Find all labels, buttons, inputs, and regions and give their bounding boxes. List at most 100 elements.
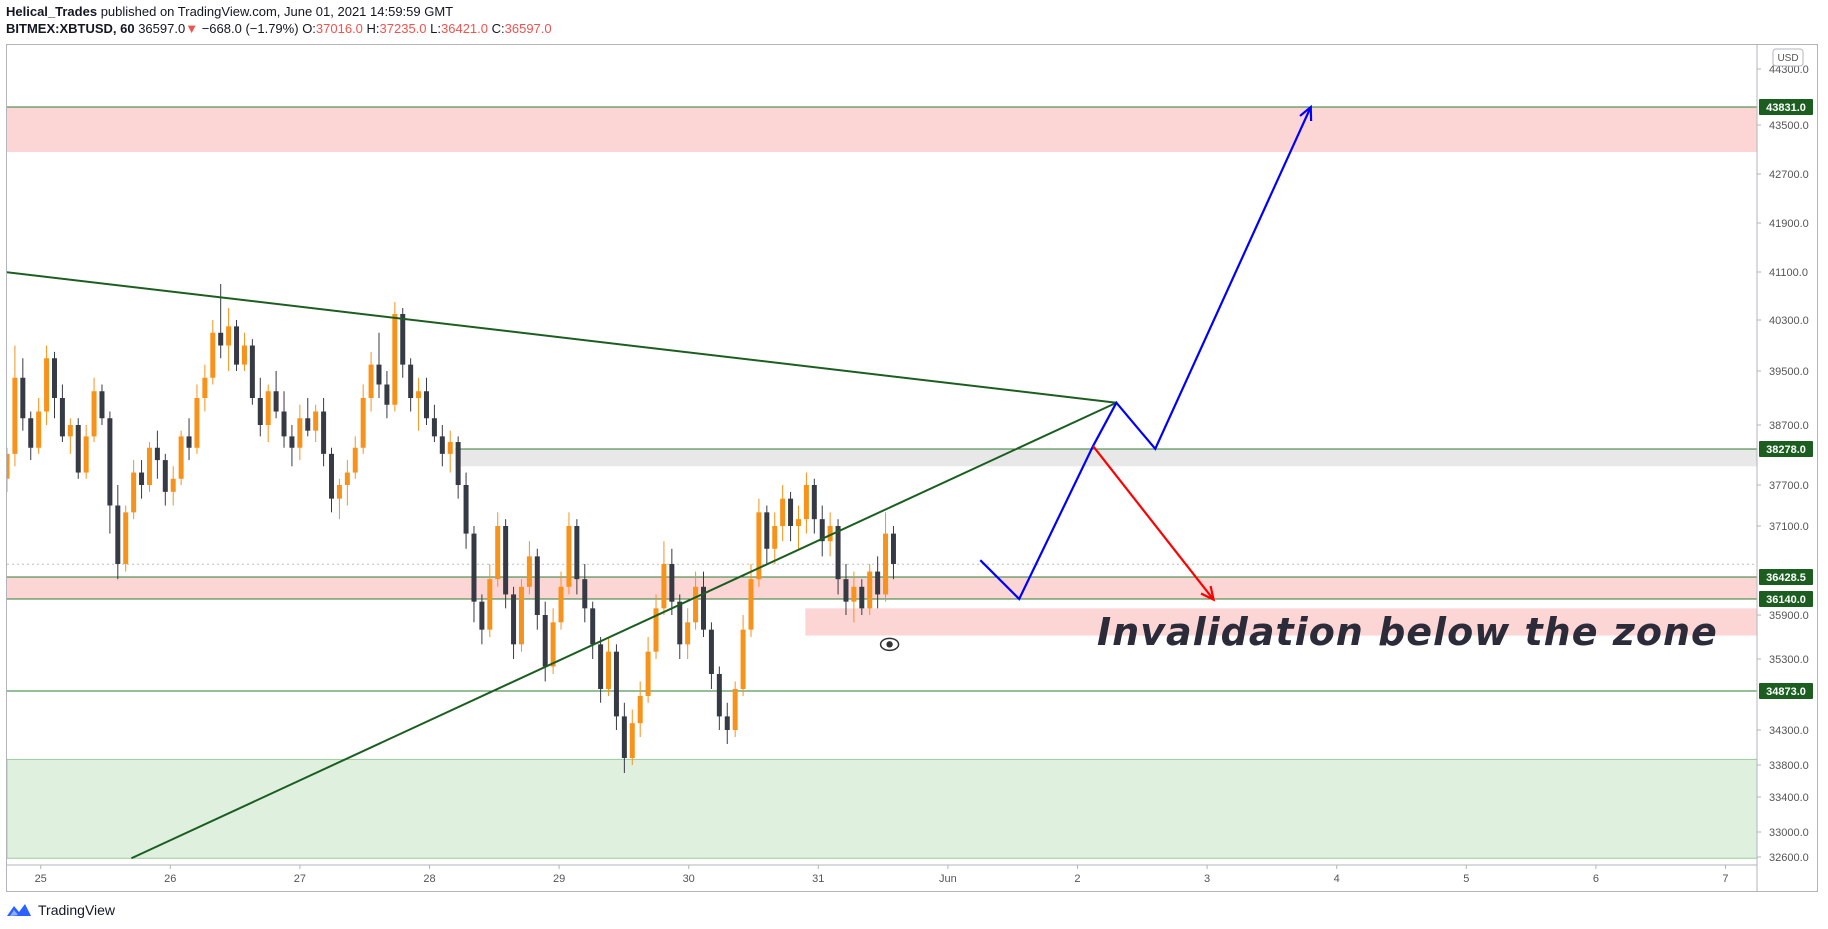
- y-tick-label: 35300.0: [1769, 654, 1809, 666]
- candle-body: [376, 364, 382, 385]
- y-tick-label: 33800.0: [1769, 760, 1809, 772]
- zone-resistance-1: [7, 577, 1757, 599]
- candle-body: [669, 563, 675, 602]
- candle-body: [75, 425, 81, 473]
- price-level-badge: [1759, 569, 1813, 585]
- candle-body: [518, 586, 524, 645]
- candle-body: [827, 526, 833, 542]
- candle-body: [194, 398, 200, 448]
- projection-down: [1092, 445, 1215, 601]
- candle-body: [218, 332, 224, 346]
- x-tick-label: 7: [1722, 873, 1728, 885]
- candle-body: [574, 526, 580, 580]
- candle-body: [740, 629, 746, 689]
- candle-body: [511, 594, 517, 645]
- candle-body: [495, 526, 501, 580]
- candle-body: [890, 533, 896, 564]
- candle-body: [693, 586, 699, 623]
- candle-body: [273, 391, 279, 412]
- candle-body: [131, 472, 137, 513]
- y-tick-label: 43500.0: [1769, 120, 1809, 132]
- candle-body: [819, 519, 825, 542]
- x-tick-label: 30: [683, 873, 695, 885]
- currency-badge: [1772, 48, 1804, 67]
- candle-body: [51, 358, 57, 398]
- candle-body: [423, 391, 429, 419]
- open-value: 37016.0: [315, 21, 363, 36]
- candle-body: [281, 411, 287, 437]
- footer-brand[interactable]: TradingView: [6, 902, 115, 918]
- change-down-icon: ▼: [185, 21, 199, 36]
- low-value: 36421.0: [441, 21, 489, 36]
- y-tick-label: 44300.0: [1769, 64, 1809, 76]
- candle-body: [621, 716, 627, 758]
- y-tick-label: 34300.0: [1769, 725, 1809, 737]
- candle-body: [582, 579, 588, 609]
- candle-body: [835, 526, 841, 580]
- price-level-label: 34873.0: [1766, 686, 1806, 698]
- candle-body: [289, 436, 295, 448]
- candle-body: [392, 314, 398, 405]
- candle-body: [843, 579, 849, 602]
- publish-line: Helical_Trades published on TradingView.…: [6, 4, 453, 19]
- plot-area: Invalidation below the zone: [7, 104, 1757, 860]
- candle-body: [139, 472, 145, 485]
- candle-body: [186, 436, 192, 448]
- x-tick-label: 6: [1593, 873, 1599, 885]
- candle-body: [162, 460, 168, 492]
- candle-body: [487, 579, 493, 630]
- candle-body: [431, 418, 437, 437]
- x-tick-label: 26: [164, 873, 176, 885]
- candle-body: [788, 498, 794, 526]
- currency-label: USD: [1777, 53, 1798, 64]
- candle-body: [360, 398, 366, 448]
- candle-body: [598, 644, 604, 689]
- price-level-label: 38278.0: [1766, 444, 1806, 456]
- candle-body: [455, 442, 461, 485]
- candle-body: [368, 364, 374, 398]
- candle-body: [606, 651, 612, 689]
- low-label: L:: [430, 21, 442, 36]
- price-chart[interactable]: Invalidation below the zone 44300.0 43500.…: [7, 45, 1817, 891]
- x-tick-label: 31: [812, 873, 824, 885]
- y-tick-label: 37700.0: [1769, 480, 1809, 492]
- trendline-ascending: [130, 401, 1117, 860]
- x-tick-label: 29: [553, 873, 565, 885]
- price-level-badge: [1759, 591, 1813, 607]
- zone-support-4: [7, 758, 1757, 859]
- y-tick-label: 32600.0: [1769, 852, 1809, 864]
- candle-body: [329, 453, 335, 499]
- candle-body: [408, 364, 414, 398]
- candle-body: [764, 512, 770, 549]
- y-tick-label: 40300.0: [1769, 315, 1809, 327]
- candle-body: [305, 418, 311, 431]
- zone-resistance-0: [7, 107, 1757, 152]
- close-label: C:: [491, 21, 505, 36]
- candle-body: [20, 377, 26, 419]
- eye-pupil: [886, 641, 893, 648]
- candle-body: [234, 326, 240, 365]
- x-tick-label: 28: [423, 873, 435, 885]
- x-tick-label: 3: [1204, 873, 1210, 885]
- candle-body: [297, 418, 303, 448]
- candle-body: [685, 622, 691, 645]
- candle-body: [701, 586, 707, 630]
- candle-body: [146, 447, 152, 485]
- candle-body: [859, 586, 865, 609]
- candle-body: [645, 651, 651, 696]
- x-tick-label: 2: [1074, 873, 1080, 885]
- high-label: H:: [366, 21, 380, 36]
- candle-body: [249, 345, 255, 398]
- candle-body: [883, 533, 889, 595]
- candle-body: [463, 485, 469, 534]
- candle-body: [123, 512, 129, 564]
- candle-body: [28, 418, 34, 448]
- annotation-text: Invalidation below the zone: [1097, 610, 1718, 654]
- chart-frame[interactable]: Invalidation below the zone 44300.0 43500.…: [6, 44, 1818, 892]
- author-name[interactable]: Helical_Trades: [6, 4, 98, 19]
- candle-body: [772, 526, 778, 549]
- candle-body: [447, 442, 453, 454]
- candle-body: [44, 358, 50, 412]
- price-level-label: 36428.5: [1766, 572, 1806, 584]
- candle-body: [542, 615, 548, 667]
